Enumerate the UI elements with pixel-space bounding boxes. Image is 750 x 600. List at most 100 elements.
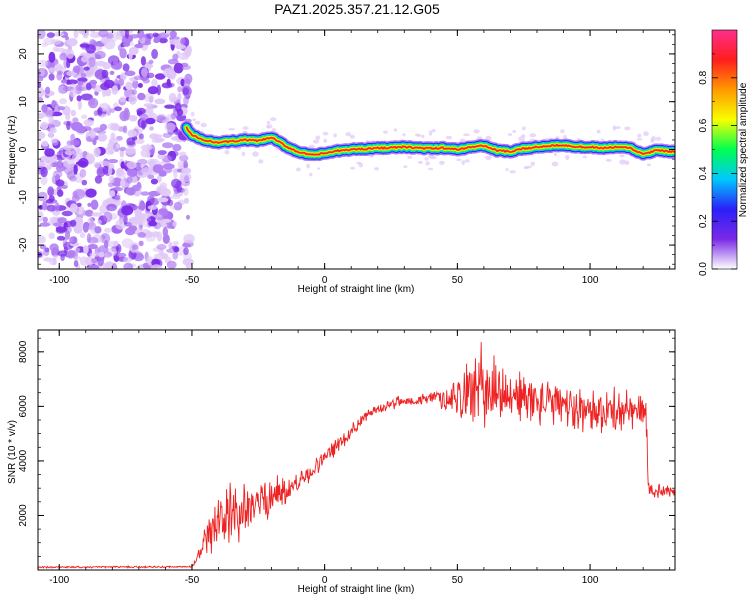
halo-blob — [600, 138, 604, 141]
noise-blob — [63, 157, 75, 169]
snr-y-axis-label: SNR (10 * v/v) — [7, 420, 18, 484]
noise-blob — [77, 77, 88, 82]
noise-blob — [111, 187, 124, 192]
noise-blob — [59, 98, 67, 105]
spectrogram-x-axis-label: Height of straight line (km) — [298, 284, 415, 295]
halo-blob — [430, 156, 437, 160]
noise-blob — [48, 67, 55, 73]
noise-blob — [86, 233, 92, 243]
halo-blob — [425, 161, 430, 166]
noise-blob — [41, 42, 49, 47]
noise-blob — [126, 161, 137, 170]
ridge-core — [185, 126, 675, 156]
noise-blob — [161, 218, 172, 223]
colorbar: 0.0 0.2 0.4 0.6 0.8 Normalized spectral ampl… — [698, 29, 749, 276]
noise-blob — [127, 129, 137, 138]
noise-blob — [94, 50, 106, 59]
noise-blob — [155, 211, 166, 221]
noise-blob — [97, 133, 108, 142]
noise-blob — [93, 147, 101, 157]
noise-blob — [151, 231, 160, 238]
halo-blob — [417, 134, 422, 137]
noise-blob — [64, 230, 71, 240]
noise-blob — [153, 253, 166, 261]
noise-blob — [69, 236, 78, 245]
halo-blob — [402, 133, 406, 137]
y-tick-label: 10 — [18, 96, 29, 108]
noise-blob — [61, 185, 68, 189]
noise-blob — [151, 78, 158, 87]
y-tick-label: 0 — [18, 146, 29, 152]
noise-blob — [52, 254, 59, 259]
noise-blob — [162, 234, 170, 244]
noise-blob — [134, 43, 144, 49]
noise-blob — [127, 169, 138, 177]
noise-blob — [150, 178, 158, 185]
noise-blob — [132, 79, 139, 89]
y-tick-label: -20 — [18, 237, 29, 252]
noise-blob — [126, 187, 136, 196]
noise-blob — [76, 125, 87, 134]
halo-blob — [271, 128, 277, 132]
noise-blob — [180, 37, 186, 45]
noise-blob — [168, 39, 181, 45]
noise-blob — [77, 209, 84, 215]
noise-blob — [89, 252, 100, 257]
colorbar-gradient — [712, 30, 737, 269]
noise-blob — [38, 96, 44, 103]
y-tick-label: 4000 — [18, 449, 29, 472]
noise-blob — [91, 81, 97, 89]
halo-blob — [266, 124, 273, 129]
noise-blob — [183, 95, 189, 106]
noise-blob — [114, 106, 122, 112]
halo-blob — [424, 157, 429, 161]
noise-blob — [123, 256, 132, 263]
noise-blob — [185, 262, 191, 269]
noise-blob — [133, 75, 142, 81]
noise-blob — [147, 86, 159, 95]
halo-blob — [192, 118, 196, 122]
noise-blob — [56, 235, 66, 241]
noise-blob — [136, 265, 144, 269]
halo-blob — [553, 152, 558, 156]
noise-blob — [48, 73, 55, 81]
halo-blob — [655, 136, 662, 141]
noise-blob — [137, 92, 146, 101]
halo-blob — [322, 131, 329, 136]
halo-blob — [224, 149, 230, 155]
noise-blob — [54, 63, 63, 72]
halo-blob — [647, 163, 651, 167]
noise-blob — [120, 161, 126, 170]
noise-blob — [183, 160, 188, 169]
noise-blob — [180, 78, 185, 87]
halo-blob — [456, 158, 462, 162]
noise-blob — [82, 222, 89, 233]
noise-blob — [93, 161, 101, 169]
noise-blob — [141, 120, 146, 130]
noise-blob — [55, 179, 65, 187]
noise-blob — [55, 226, 67, 233]
noise-blob — [73, 255, 81, 261]
colorbar-tick-label: 0.6 — [698, 118, 709, 132]
noise-blob — [155, 185, 168, 195]
noise-blob — [163, 68, 172, 78]
noise-blob — [66, 250, 76, 259]
noise-blob — [173, 168, 178, 179]
halo-blob — [317, 167, 321, 170]
noise-blob — [145, 236, 156, 242]
noise-blob — [172, 221, 177, 227]
noise-blob — [94, 69, 107, 80]
noise-blob — [128, 34, 140, 39]
noise-blob — [145, 117, 156, 125]
halo-blob — [582, 155, 588, 159]
noise-blob — [66, 120, 71, 131]
noise-blob — [48, 51, 56, 63]
halo-blob — [485, 135, 492, 141]
noise-blob — [54, 202, 60, 212]
halo-blob — [636, 138, 643, 141]
noise-blob — [173, 246, 180, 253]
noise-blob — [103, 211, 113, 223]
halo-blob — [651, 135, 656, 142]
halo-blob — [242, 126, 249, 130]
noise-blob — [152, 32, 159, 38]
